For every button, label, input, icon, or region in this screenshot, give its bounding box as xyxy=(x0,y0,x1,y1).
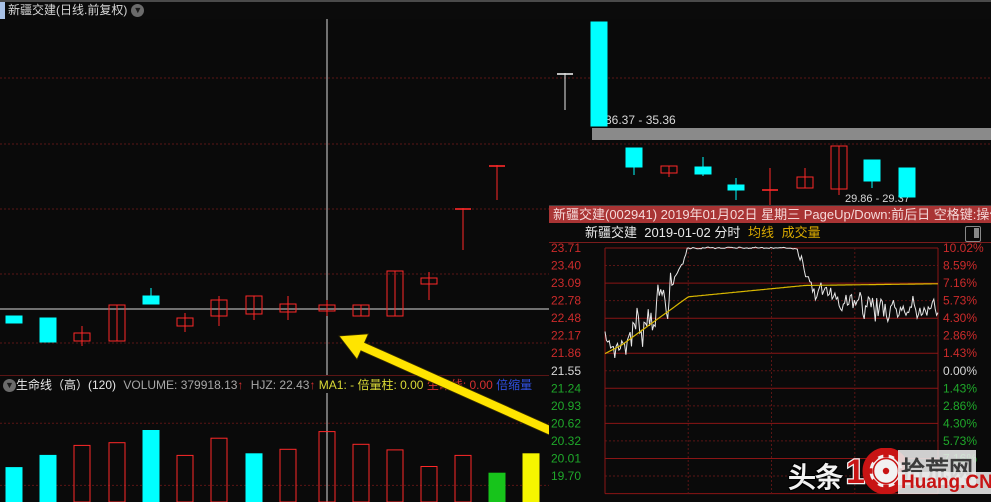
svg-text:23.40: 23.40 xyxy=(551,259,581,273)
svg-text:5.73%: 5.73% xyxy=(943,294,977,308)
svg-text:23.71: 23.71 xyxy=(551,241,581,255)
svg-text:2.86%: 2.86% xyxy=(943,399,977,413)
svg-text:20.93: 20.93 xyxy=(551,399,581,413)
svg-text:0.00%: 0.00% xyxy=(943,364,977,378)
svg-text:22.48: 22.48 xyxy=(551,311,581,325)
svg-text:20.01: 20.01 xyxy=(551,452,581,466)
svg-text:19.70: 19.70 xyxy=(551,469,581,483)
svg-text:21.86: 21.86 xyxy=(551,346,581,360)
svg-text:1: 1 xyxy=(846,453,865,491)
svg-text:1.43%: 1.43% xyxy=(943,346,977,360)
svg-text:8.59%: 8.59% xyxy=(943,259,977,273)
svg-text:4.30%: 4.30% xyxy=(943,311,977,325)
svg-text:21.24: 21.24 xyxy=(551,381,581,395)
svg-text:36.37 - 35.36: 36.37 - 35.36 xyxy=(605,113,676,127)
svg-text:21.55: 21.55 xyxy=(551,364,581,378)
svg-text:7.16%: 7.16% xyxy=(943,276,977,290)
svg-text:1.43%: 1.43% xyxy=(943,381,977,395)
svg-text:2.86%: 2.86% xyxy=(943,329,977,343)
svg-text:22.17: 22.17 xyxy=(551,329,581,343)
svg-text:4.30%: 4.30% xyxy=(943,416,977,430)
svg-text:20.62: 20.62 xyxy=(551,416,581,430)
svg-text:20.32: 20.32 xyxy=(551,434,581,448)
svg-text:10.02%: 10.02% xyxy=(943,241,984,255)
svg-text:22.78: 22.78 xyxy=(551,294,581,308)
svg-text:5.73%: 5.73% xyxy=(943,434,977,448)
svg-text:23.09: 23.09 xyxy=(551,276,581,290)
